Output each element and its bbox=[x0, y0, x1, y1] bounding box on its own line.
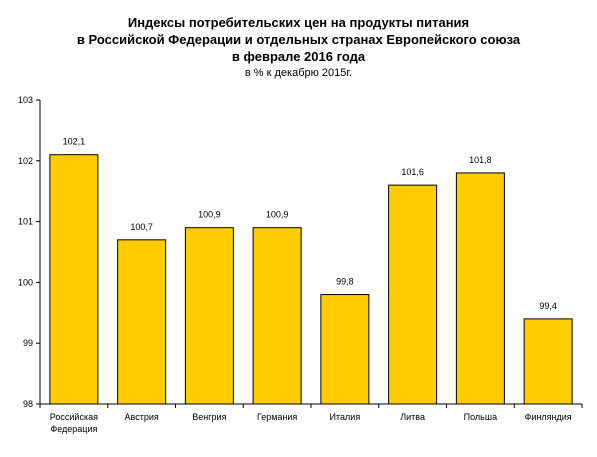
bar-2 bbox=[184, 227, 234, 405]
chart-title-line-3: в феврале 2016 года bbox=[231, 49, 366, 64]
category-label-1: Австрия bbox=[125, 412, 159, 422]
data-label-7: 99,4 bbox=[539, 301, 557, 311]
data-label-4: 99,8 bbox=[336, 277, 354, 287]
y-tick-label-5: 103 bbox=[18, 95, 33, 105]
chart-title-line-1: Индексы потребительских цен на продукты … bbox=[127, 15, 470, 30]
bar-0 bbox=[49, 154, 99, 405]
category-label-4: Италия bbox=[330, 412, 361, 422]
category-label-3: Германия bbox=[257, 412, 297, 422]
category-label-6: Польша bbox=[464, 412, 497, 422]
bar-5 bbox=[388, 184, 438, 405]
chart-title: Индексы потребительских цен на продукты … bbox=[0, 14, 597, 65]
data-label-5: 101,6 bbox=[401, 167, 424, 177]
data-label-6: 101,8 bbox=[469, 155, 492, 165]
data-label-0: 102,1 bbox=[63, 137, 86, 147]
y-tick-label-4: 102 bbox=[18, 156, 33, 166]
bar-4 bbox=[320, 294, 370, 405]
data-label-1: 100,7 bbox=[130, 222, 153, 232]
category-label-0-0: Российская bbox=[50, 412, 98, 422]
category-label-2: Венгрия bbox=[192, 412, 226, 422]
y-tick-label-0: 98 bbox=[23, 399, 33, 409]
data-label-2: 100,9 bbox=[198, 210, 221, 220]
y-tick-label-2: 100 bbox=[18, 277, 33, 287]
category-label-0-1: Федерация bbox=[50, 424, 97, 434]
y-tick-label-3: 101 bbox=[18, 217, 33, 227]
bar-6 bbox=[455, 172, 505, 405]
category-label-7: Финляндия bbox=[525, 412, 572, 422]
data-label-3: 100,9 bbox=[266, 210, 289, 220]
bar-1 bbox=[117, 239, 167, 405]
y-tick-label-1: 99 bbox=[23, 338, 33, 348]
chart-title-line-2: в Российской Федерации и отдельных стран… bbox=[76, 32, 521, 47]
chart-subtitle: в % к декабрю 2015г. bbox=[244, 67, 353, 79]
category-label-5: Литва bbox=[400, 412, 425, 422]
bar-7 bbox=[523, 318, 573, 405]
bar-3 bbox=[252, 227, 302, 405]
